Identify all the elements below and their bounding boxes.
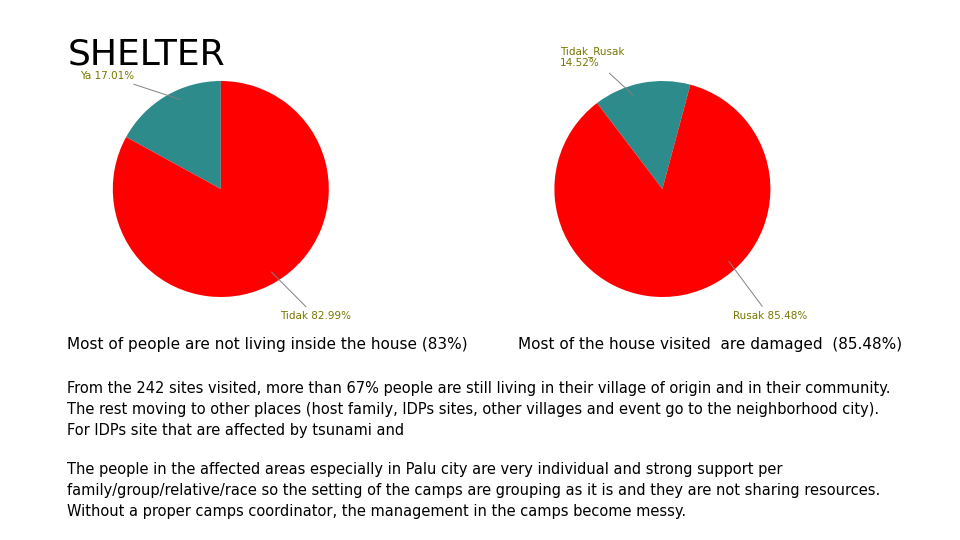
Text: From the 242 sites visited, more than 67% people are still living in their villa: From the 242 sites visited, more than 67… — [67, 381, 891, 438]
Text: Rusak 85.48%: Rusak 85.48% — [729, 261, 806, 321]
Wedge shape — [113, 81, 328, 297]
Text: Tidak_Rusak
14.52%: Tidak_Rusak 14.52% — [560, 46, 634, 96]
Wedge shape — [555, 85, 771, 297]
Wedge shape — [597, 81, 690, 189]
Wedge shape — [126, 81, 221, 189]
Text: Tidak 82.99%: Tidak 82.99% — [272, 272, 351, 321]
Text: The people in the affected areas especially in Palu city are very individual and: The people in the affected areas especia… — [67, 462, 880, 519]
Text: Most of people are not living inside the house (83%): Most of people are not living inside the… — [67, 338, 468, 353]
Text: SHELTER: SHELTER — [67, 38, 225, 72]
Text: Most of the house visited  are damaged  (85.48%): Most of the house visited are damaged (8… — [518, 338, 902, 353]
Text: Ya 17.01%: Ya 17.01% — [81, 71, 180, 99]
